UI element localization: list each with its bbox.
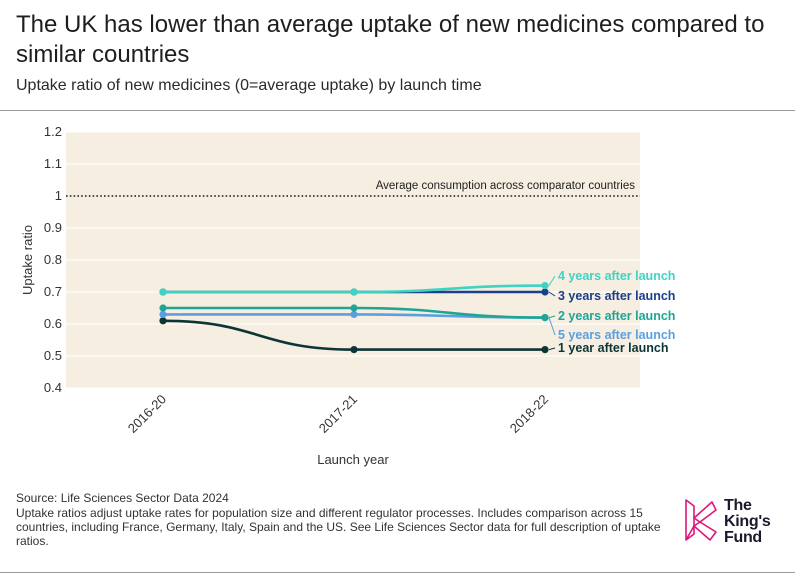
series-label-1-year-after-launch: 1 year after launch (558, 341, 668, 355)
label-leader-3-years-after-launch (548, 291, 556, 297)
kings-fund-k-icon (685, 499, 717, 541)
data-point-2-years-after-launch (541, 314, 549, 322)
top-divider (0, 110, 795, 111)
series-label-2-years-after-launch: 2 years after launch (558, 309, 675, 323)
kings-fund-logo: The King's Fund (680, 496, 790, 548)
y-tick-label: 1 (55, 188, 62, 203)
line-chart: 0.4 0.5 0.6 0.7 0.8 0.9 1 1.1 1.2 Average consump… (20, 124, 675, 467)
y-tick-label: 0.5 (44, 348, 62, 363)
series-label-4-years-after-launch: 4 years after launch (558, 269, 675, 283)
logo-line-1: The (724, 497, 752, 514)
y-tick-label: 0.4 (44, 380, 62, 395)
bottom-divider (0, 572, 795, 573)
y-tick-label: 0.6 (44, 316, 62, 331)
chart-title: The UK has lower than average uptake of … (16, 11, 765, 68)
data-point-2-years-after-launch (350, 304, 358, 312)
x-tick-label: 2018-22 (507, 392, 551, 436)
label-leader-5-years-after-launch (548, 317, 556, 336)
data-point-4-years-after-launch (350, 288, 358, 296)
x-tick-label: 2016-20 (125, 392, 169, 436)
data-point-4-years-after-launch (159, 288, 167, 296)
methodology-note: Uptake ratios adjust uptake rates for po… (16, 506, 661, 548)
data-point-2-years-after-launch (159, 304, 167, 312)
data-point-1-year-after-launch (159, 317, 167, 325)
series-label-5-years-after-launch: 5 years after launch (558, 328, 675, 342)
data-point-5-years-after-launch (350, 310, 358, 318)
y-tick-label: 0.7 (44, 284, 62, 299)
source-note: Source: Life Sciences Sector Data 2024 (16, 491, 229, 505)
reference-line-label: Average consumption across comparator co… (376, 180, 636, 192)
data-point-5-years-after-launch (159, 310, 167, 318)
series-label-3-years-after-launch: 3 years after launch (558, 289, 675, 303)
y-tick-label: 0.9 (44, 220, 62, 235)
y-axis-label: Uptake ratio (20, 225, 35, 295)
logo-wordmark: The King's Fund (724, 497, 771, 546)
data-point-1-year-after-launch (350, 346, 358, 354)
y-tick-label: 1.2 (44, 124, 62, 139)
label-leader-1-year-after-launch (548, 347, 556, 351)
label-leader-4-years-after-launch (548, 275, 556, 286)
y-tick-label: 1.1 (44, 156, 62, 171)
x-axis-label: Launch year (317, 452, 389, 467)
logo-line-3: Fund (724, 529, 762, 546)
logo-line-2: King's (724, 513, 771, 530)
data-point-1-year-after-launch (541, 346, 549, 354)
data-point-3-years-after-launch (541, 288, 549, 296)
data-point-4-years-after-launch (541, 282, 549, 290)
chart-subtitle: Uptake ratio of new medicines (0=average… (16, 77, 482, 94)
label-leader-2-years-after-launch (548, 315, 556, 319)
y-tick-label: 0.8 (44, 252, 62, 267)
x-tick-label: 2017-21 (316, 392, 360, 436)
